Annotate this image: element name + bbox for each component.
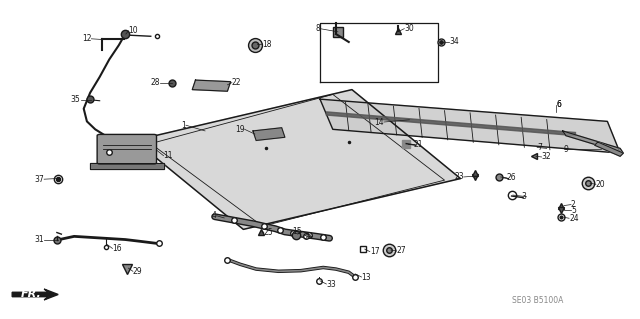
Text: 8: 8: [316, 24, 320, 33]
Text: 10: 10: [129, 26, 138, 35]
Text: 22: 22: [232, 78, 241, 87]
Polygon shape: [326, 112, 575, 136]
Text: 14: 14: [374, 117, 384, 127]
Polygon shape: [192, 80, 230, 91]
Text: 13: 13: [362, 272, 371, 281]
Text: 25: 25: [264, 228, 273, 237]
Text: SE03 B5100A: SE03 B5100A: [511, 296, 563, 305]
Text: 9: 9: [564, 145, 569, 154]
Text: 1: 1: [181, 121, 186, 130]
Text: 15: 15: [292, 227, 302, 236]
Text: 4: 4: [212, 211, 216, 220]
Text: 24: 24: [569, 214, 579, 223]
Text: 2: 2: [571, 200, 576, 209]
FancyBboxPatch shape: [97, 134, 157, 164]
Text: 6: 6: [556, 100, 561, 109]
Text: 37: 37: [35, 175, 44, 184]
Text: 31: 31: [35, 235, 44, 244]
Text: 5: 5: [571, 206, 576, 215]
Text: 12: 12: [82, 34, 92, 43]
Polygon shape: [595, 142, 623, 156]
Polygon shape: [253, 128, 285, 140]
Text: 26: 26: [506, 174, 516, 182]
Text: 7: 7: [537, 143, 542, 152]
Text: 17: 17: [370, 247, 380, 256]
Text: 36: 36: [303, 232, 312, 241]
Polygon shape: [563, 131, 623, 153]
Text: 23: 23: [454, 173, 464, 182]
Text: FR.: FR.: [21, 289, 42, 300]
Text: 33: 33: [326, 279, 336, 288]
Text: 28: 28: [151, 78, 161, 87]
Polygon shape: [90, 163, 164, 169]
Text: 16: 16: [113, 244, 122, 253]
Text: 29: 29: [133, 267, 143, 276]
Polygon shape: [135, 90, 461, 229]
Polygon shape: [12, 289, 58, 300]
Text: 27: 27: [397, 247, 406, 256]
Polygon shape: [320, 99, 620, 153]
Text: 19: 19: [235, 125, 244, 134]
Text: 20: 20: [596, 180, 605, 189]
Text: 6: 6: [556, 100, 561, 109]
Text: 11: 11: [164, 151, 173, 160]
Text: 34: 34: [449, 38, 459, 47]
Text: 32: 32: [541, 152, 551, 161]
Text: 3: 3: [522, 192, 526, 201]
Text: 30: 30: [404, 24, 414, 33]
Text: 18: 18: [262, 40, 272, 49]
Text: 35: 35: [71, 95, 81, 104]
Text: 21: 21: [414, 140, 424, 149]
